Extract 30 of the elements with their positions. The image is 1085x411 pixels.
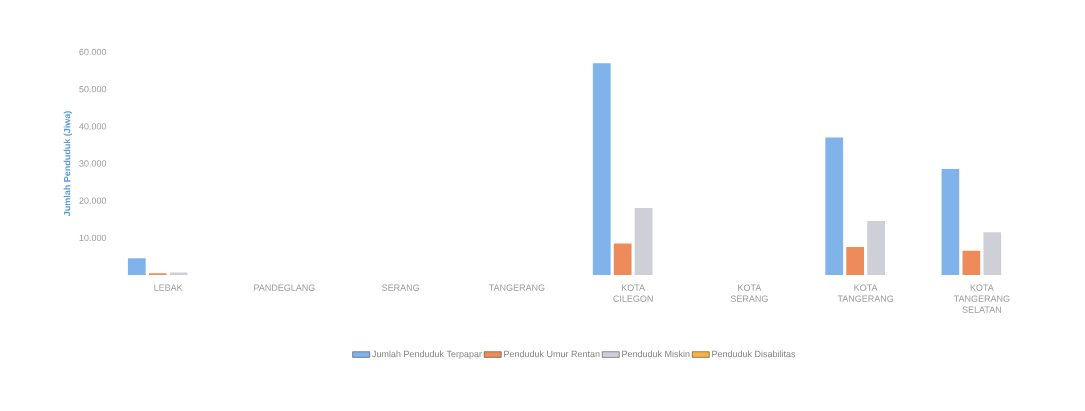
y-tick-label: 40.000: [79, 123, 107, 130]
legend-label: Penduduk Miskin: [622, 350, 690, 358]
y-tick-label: 50.000: [79, 85, 107, 93]
bar: [941, 169, 960, 275]
y-tick-label: 60.000: [79, 48, 107, 56]
x-tick-label: TANGERANG: [488, 284, 545, 291]
x-tick-label: PANDEGLANG: [254, 284, 315, 291]
bar: [825, 137, 844, 275]
bar: [613, 243, 632, 275]
legend-label: Penduduk Disabilitas: [712, 350, 796, 358]
bar: [983, 232, 1002, 275]
y-tick-label: 10.000: [79, 234, 107, 242]
x-tick-label: KOTA CILEGON: [613, 284, 653, 302]
x-tick-label: KOTA TANGERANG: [837, 284, 894, 302]
bar: [169, 272, 188, 275]
x-tick-label: KOTA SERANG: [730, 284, 768, 302]
x-tick-label: LEBAK: [154, 284, 183, 291]
x-tick-label: KOTA TANGERANG SELATAN: [953, 284, 1010, 313]
bar: [962, 250, 981, 275]
bar: [846, 247, 865, 275]
x-tick-label: SERANG: [382, 284, 419, 291]
y-tick-label: 30.000: [79, 160, 107, 167]
bar: [592, 63, 611, 275]
y-axis-title: Jumlah Penduduk (Jiwa): [63, 111, 73, 217]
bar: [634, 208, 653, 275]
bar: [127, 258, 146, 275]
y-tick-label: 20.000: [79, 197, 107, 204]
legend-label: Jumlah Penduduk Terpapar: [372, 350, 482, 359]
bar: [867, 221, 885, 275]
legend-label: Penduduk Umur Rentan: [504, 350, 600, 358]
